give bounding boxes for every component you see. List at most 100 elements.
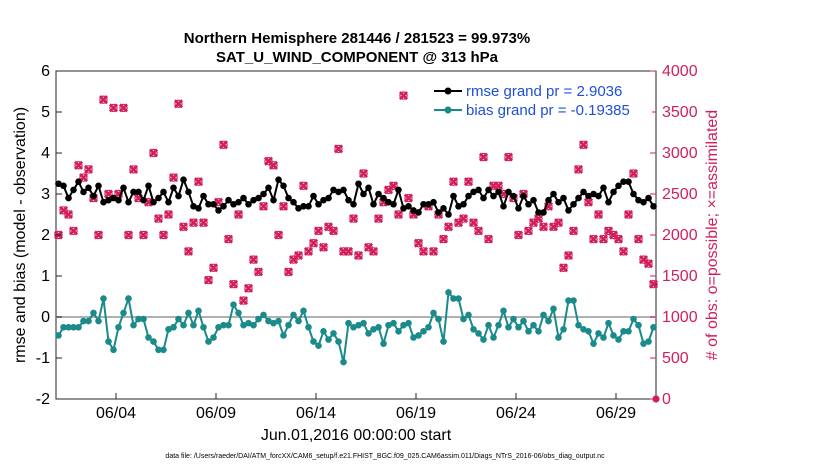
bias-point [435,315,442,323]
rmse-point [225,196,232,204]
axis-ticks: -2 -1 0 1 2 3 4 5 6 0 500 1000 1500 2000 2500 3000 3500 4… [36,63,698,422]
rmse-point [485,186,492,194]
bias-point [415,332,422,339]
obs-assimilated-stroke [138,230,149,240]
rmse-point [635,196,642,204]
obs-assimilated-point [98,95,109,105]
bias-point [125,295,132,302]
bias-point [55,332,62,339]
obs-possible-point [529,218,538,227]
rmse-point [285,194,292,202]
y2-tick-label: 4000 [662,63,698,80]
rmse-point [390,200,397,208]
bias-point [475,330,482,337]
obs-assimilated-point [298,181,309,191]
obs-possible-point [614,234,623,244]
obs-possible-point [289,255,298,264]
obs-assimilated-stroke [503,152,514,162]
rmse-point [215,207,222,214]
obs-assimilated-stroke [593,209,604,220]
obs-assimilated-stroke [363,242,374,252]
obs-possible-point [329,226,338,236]
obs-assimilated-stroke [618,246,629,256]
obs-possible-point [184,247,193,256]
obs-assimilated-point [648,279,659,289]
y-tick-label: -1 [36,350,50,367]
y-axis-label: rmse and bias (model - observation) [12,107,29,363]
rmse-point [565,207,572,214]
rmse-point [85,184,92,192]
obs-assimilated-stroke [323,222,334,232]
obs-possible-point [349,214,358,223]
rmse-point [375,190,382,198]
obs-possible-point [224,234,233,244]
legend-box [430,78,652,122]
chart-subtitle: SAT_U_WIND_COMPONENT @ 313 hPa [216,49,499,66]
obs-assimilated-point [463,177,474,187]
rmse-point [590,190,597,198]
obs-possible-point [604,226,613,236]
rmse-point [95,182,102,190]
rmse-point [555,198,562,206]
obs-assimilated-point [233,209,244,220]
rmse-point [235,198,242,206]
rmse-point [600,184,607,192]
rmse-point [495,188,502,196]
obs-possible-point [119,103,128,113]
obs-assimilated-stroke [413,238,424,248]
bias-point [530,321,537,329]
obs-assimilated-point [438,234,449,244]
obs-assimilated-point [123,230,134,240]
obs-assimilated-stroke [613,234,624,244]
rmse-point [125,198,132,206]
obs-assimilated-stroke [178,222,189,232]
rmse-point [560,194,567,202]
bias-point [395,328,402,335]
rmse-point [575,194,582,202]
obs-possible-point [244,284,253,293]
rmse-point [255,194,262,202]
rmse-point [175,192,182,200]
obs-possible-point [319,243,328,252]
rmse-point [315,200,322,208]
bias-point [300,307,307,315]
rmse-point [615,182,622,190]
bias-point [195,307,202,315]
obs-assimilated-stroke [463,177,474,187]
obs-assimilated-point [68,226,79,236]
bias-point [500,307,507,315]
rmse-point [295,205,302,212]
obs-assimilated-point [493,181,504,191]
bias-point [110,346,117,354]
obs-assimilated-point [393,209,404,220]
obs-possible-point [139,230,148,240]
bias-point [90,309,97,317]
rmse-point [250,196,257,204]
obs-assimilated-stroke [273,230,284,240]
rmse-point [545,196,552,204]
rmse-point [415,209,422,216]
rmse-point [510,192,517,200]
rmse-point [240,194,247,202]
obs-assimilated-point [483,234,494,244]
obs-assimilated-point [83,164,94,174]
bias-point [220,321,227,329]
obs-assimilated-stroke [253,267,264,277]
obs-possible-point [639,255,648,264]
obs-assimilated-point [368,246,379,256]
x-tick-label: 06/29 [596,405,636,422]
obs-possible-point [74,161,83,170]
obs-possible-point [644,259,653,268]
obs-assimilated-point [353,250,364,261]
obs-assimilated-point [558,263,569,273]
obs-assimilated-stroke [418,246,429,256]
obs-possible-point [229,280,238,289]
obs-possible-point [574,165,583,174]
obs-assimilated-stroke [228,279,239,289]
bias-point [320,328,327,335]
bias-point [120,309,127,317]
bias-series [55,289,657,366]
rmse-point [630,190,637,198]
obs-possible-point [609,230,618,240]
obs-assimilated-stroke [358,168,369,179]
